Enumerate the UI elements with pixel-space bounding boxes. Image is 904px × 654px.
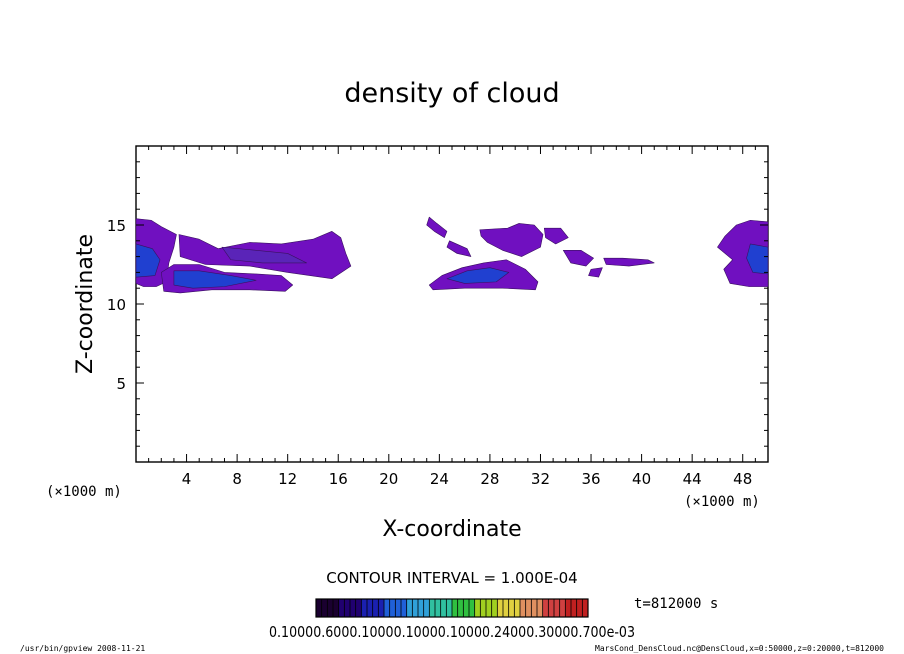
footer-program: /usr/bin/gpview 2008-11-21 bbox=[20, 644, 145, 653]
cloud-middle-upper-f bbox=[603, 257, 655, 267]
contour-interval: CONTOUR INTERVAL = 1.000E-04 bbox=[326, 569, 577, 587]
x-tick-label: 32 bbox=[531, 470, 550, 488]
colorbar bbox=[315, 598, 589, 618]
cloud-middle-upper-g bbox=[588, 267, 603, 278]
y-tick-label: 10 bbox=[107, 296, 126, 314]
cloud-contours bbox=[135, 216, 769, 294]
cloud-right-edge-core bbox=[746, 243, 769, 275]
x-tick-label: 4 bbox=[182, 470, 192, 488]
x-unit-left: (×1000 m) bbox=[46, 484, 122, 500]
x-tick-label: 36 bbox=[581, 470, 600, 488]
cloud-lower-band-left-core bbox=[173, 270, 257, 289]
cloud-upper-band-left-inner bbox=[221, 246, 307, 264]
cloud-middle-upper-a bbox=[426, 216, 448, 238]
x-tick-label: 20 bbox=[379, 470, 398, 488]
cloud-middle-low-core bbox=[446, 267, 510, 284]
x-tick-label: 28 bbox=[480, 470, 499, 488]
cloud-middle-upper-d bbox=[543, 227, 569, 245]
y-axis-label: Z-coordinate bbox=[73, 234, 98, 374]
x-tick-label: 48 bbox=[733, 470, 752, 488]
x-tick-label: 16 bbox=[329, 470, 348, 488]
x-axis-label: X-coordinate bbox=[382, 517, 521, 542]
y-tick-label: 5 bbox=[116, 375, 126, 393]
colorbar-labels: 0.10000.6000.10000.10000.10000.24000.300… bbox=[269, 623, 635, 641]
cloud-middle-upper-b bbox=[446, 240, 472, 257]
cloud-left-edge-core bbox=[135, 243, 161, 278]
x-unit-right: (×1000 m) bbox=[684, 494, 760, 510]
x-tick-label: 40 bbox=[632, 470, 651, 488]
y-tick-label: 15 bbox=[107, 217, 126, 235]
x-tick-label: 24 bbox=[430, 470, 449, 488]
time-label: t=812000 s bbox=[634, 596, 718, 612]
x-tick-label: 44 bbox=[683, 470, 702, 488]
colorbar-frame bbox=[315, 598, 589, 618]
x-tick-label: 8 bbox=[232, 470, 242, 488]
plot-frame bbox=[135, 145, 769, 463]
chart-title: density of cloud bbox=[344, 78, 559, 109]
cloud-middle-upper-c bbox=[479, 223, 544, 257]
cloud-middle-upper-e bbox=[562, 249, 594, 267]
footer-source: MarsCond_DensCloud.nc@DensCloud,x=0:5000… bbox=[595, 644, 884, 653]
x-tick-label: 12 bbox=[278, 470, 297, 488]
